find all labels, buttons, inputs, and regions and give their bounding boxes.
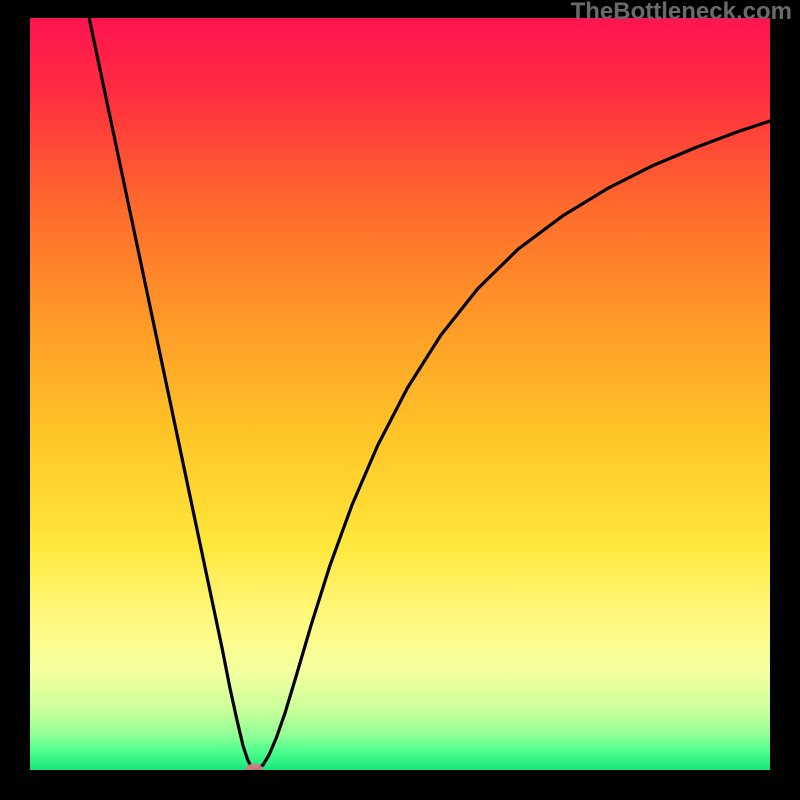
chart-frame: TheBottleneck.com	[0, 0, 800, 800]
plot-svg	[30, 18, 770, 770]
gradient-background	[30, 18, 770, 770]
watermark-text: TheBottleneck.com	[571, 0, 792, 26]
plot-area	[30, 18, 770, 770]
